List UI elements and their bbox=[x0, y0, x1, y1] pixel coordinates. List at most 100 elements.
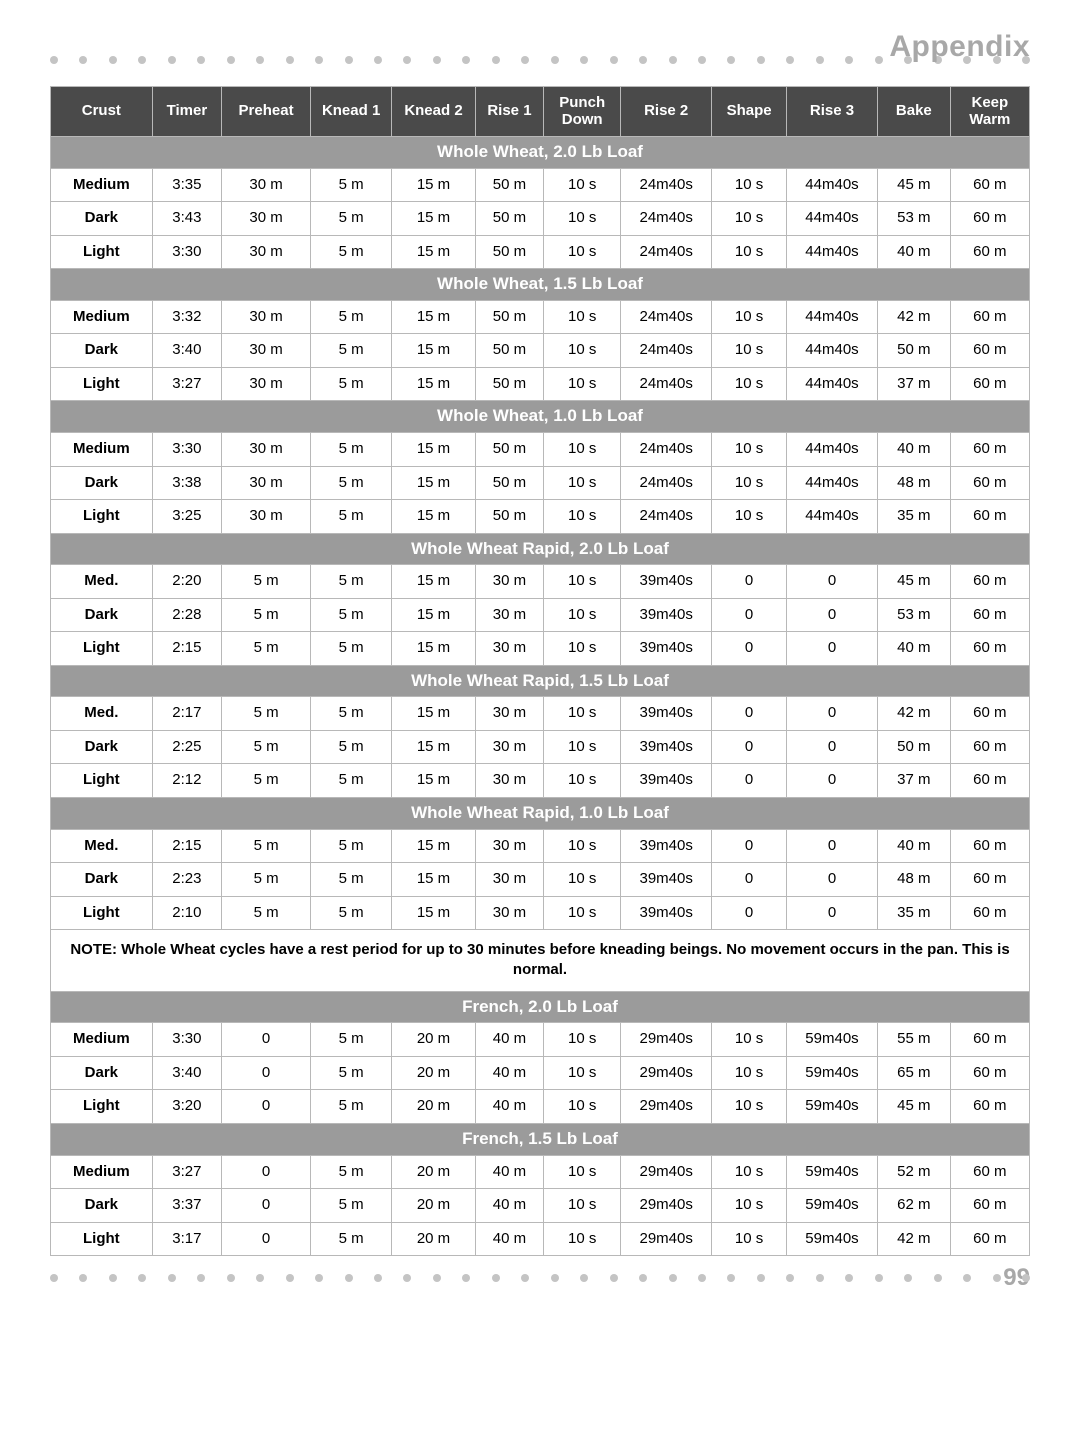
decorative-dot bbox=[963, 1274, 971, 1282]
value-cell: 0 bbox=[712, 896, 787, 930]
decorative-dot bbox=[757, 56, 765, 64]
value-cell: 15 m bbox=[392, 433, 475, 467]
section-title: French, 1.5 Lb Loaf bbox=[51, 1123, 1030, 1155]
decorative-dot bbox=[610, 1274, 618, 1282]
value-cell: 3:27 bbox=[152, 367, 222, 401]
decorative-dot bbox=[50, 1274, 58, 1282]
value-cell: 5 m bbox=[310, 1155, 391, 1189]
decorative-dot bbox=[374, 1274, 382, 1282]
value-cell: 50 m bbox=[475, 433, 543, 467]
decorative-dot bbox=[462, 56, 470, 64]
decorative-dot bbox=[403, 56, 411, 64]
value-cell: 5 m bbox=[310, 1189, 391, 1223]
crust-cell: Med. bbox=[51, 697, 153, 731]
value-cell: 40 m bbox=[877, 632, 950, 666]
value-cell: 30 m bbox=[222, 202, 311, 236]
section-header-row: French, 2.0 Lb Loaf bbox=[51, 991, 1030, 1023]
column-header: Rise 3 bbox=[787, 87, 878, 137]
column-header: Rise 2 bbox=[621, 87, 712, 137]
value-cell: 2:23 bbox=[152, 863, 222, 897]
value-cell: 10 s bbox=[712, 168, 787, 202]
value-cell: 3:30 bbox=[152, 433, 222, 467]
value-cell: 40 m bbox=[475, 1023, 543, 1057]
value-cell: 5 m bbox=[222, 829, 311, 863]
section-title: French, 2.0 Lb Loaf bbox=[51, 991, 1030, 1023]
table-row: Medium3:3005 m20 m40 m10 s29m40s10 s59m4… bbox=[51, 1023, 1030, 1057]
value-cell: 15 m bbox=[392, 896, 475, 930]
value-cell: 37 m bbox=[877, 367, 950, 401]
value-cell: 10 s bbox=[544, 632, 621, 666]
value-cell: 40 m bbox=[475, 1056, 543, 1090]
value-cell: 0 bbox=[787, 764, 878, 798]
value-cell: 0 bbox=[787, 896, 878, 930]
value-cell: 30 m bbox=[222, 433, 311, 467]
value-cell: 5 m bbox=[310, 863, 391, 897]
table-row: Med.2:155 m5 m15 m30 m10 s39m40s0040 m60… bbox=[51, 829, 1030, 863]
value-cell: 3:35 bbox=[152, 168, 222, 202]
value-cell: 30 m bbox=[222, 235, 311, 269]
value-cell: 5 m bbox=[310, 697, 391, 731]
crust-cell: Light bbox=[51, 235, 153, 269]
value-cell: 5 m bbox=[222, 764, 311, 798]
column-header: Preheat bbox=[222, 87, 311, 137]
value-cell: 37 m bbox=[877, 764, 950, 798]
value-cell: 3:27 bbox=[152, 1155, 222, 1189]
value-cell: 60 m bbox=[950, 1056, 1029, 1090]
value-cell: 39m40s bbox=[621, 896, 712, 930]
table-row: Dark3:3830 m5 m15 m50 m10 s24m40s10 s44m… bbox=[51, 466, 1030, 500]
value-cell: 30 m bbox=[475, 598, 543, 632]
value-cell: 59m40s bbox=[787, 1155, 878, 1189]
value-cell: 5 m bbox=[310, 168, 391, 202]
value-cell: 2:25 bbox=[152, 730, 222, 764]
value-cell: 60 m bbox=[950, 334, 1029, 368]
value-cell: 2:15 bbox=[152, 829, 222, 863]
decorative-dot bbox=[286, 56, 294, 64]
table-body: Whole Wheat, 2.0 Lb LoafMedium3:3530 m5 … bbox=[51, 137, 1030, 1256]
value-cell: 24m40s bbox=[621, 168, 712, 202]
value-cell: 10 s bbox=[544, 202, 621, 236]
crust-cell: Light bbox=[51, 1090, 153, 1124]
value-cell: 48 m bbox=[877, 863, 950, 897]
value-cell: 53 m bbox=[877, 202, 950, 236]
decorative-dot bbox=[197, 1274, 205, 1282]
decorative-dot bbox=[79, 1274, 87, 1282]
value-cell: 30 m bbox=[222, 466, 311, 500]
value-cell: 5 m bbox=[310, 334, 391, 368]
value-cell: 60 m bbox=[950, 697, 1029, 731]
crust-cell: Dark bbox=[51, 202, 153, 236]
value-cell: 0 bbox=[712, 565, 787, 599]
value-cell: 30 m bbox=[222, 334, 311, 368]
value-cell: 60 m bbox=[950, 433, 1029, 467]
value-cell: 42 m bbox=[877, 300, 950, 334]
value-cell: 30 m bbox=[475, 697, 543, 731]
value-cell: 10 s bbox=[544, 300, 621, 334]
value-cell: 40 m bbox=[877, 433, 950, 467]
value-cell: 60 m bbox=[950, 466, 1029, 500]
value-cell: 5 m bbox=[310, 764, 391, 798]
crust-cell: Dark bbox=[51, 466, 153, 500]
value-cell: 60 m bbox=[950, 565, 1029, 599]
value-cell: 50 m bbox=[475, 466, 543, 500]
decorative-dot bbox=[315, 56, 323, 64]
decorative-dot bbox=[521, 56, 529, 64]
value-cell: 0 bbox=[787, 829, 878, 863]
column-header: Bake bbox=[877, 87, 950, 137]
value-cell: 5 m bbox=[310, 433, 391, 467]
value-cell: 60 m bbox=[950, 598, 1029, 632]
value-cell: 0 bbox=[787, 565, 878, 599]
value-cell: 40 m bbox=[475, 1155, 543, 1189]
value-cell: 39m40s bbox=[621, 863, 712, 897]
value-cell: 60 m bbox=[950, 730, 1029, 764]
appendix-title: Appendix bbox=[889, 30, 1030, 64]
value-cell: 0 bbox=[787, 730, 878, 764]
decorative-dot bbox=[168, 1274, 176, 1282]
table-row: Light2:105 m5 m15 m30 m10 s39m40s0035 m6… bbox=[51, 896, 1030, 930]
page: Appendix CrustTimerPreheatKnead 1Knead 2… bbox=[0, 0, 1080, 1312]
decorative-dot bbox=[639, 1274, 647, 1282]
value-cell: 42 m bbox=[877, 697, 950, 731]
value-cell: 44m40s bbox=[787, 466, 878, 500]
value-cell: 24m40s bbox=[621, 300, 712, 334]
value-cell: 0 bbox=[222, 1189, 311, 1223]
table-row: Medium3:3530 m5 m15 m50 m10 s24m40s10 s4… bbox=[51, 168, 1030, 202]
value-cell: 10 s bbox=[712, 1023, 787, 1057]
